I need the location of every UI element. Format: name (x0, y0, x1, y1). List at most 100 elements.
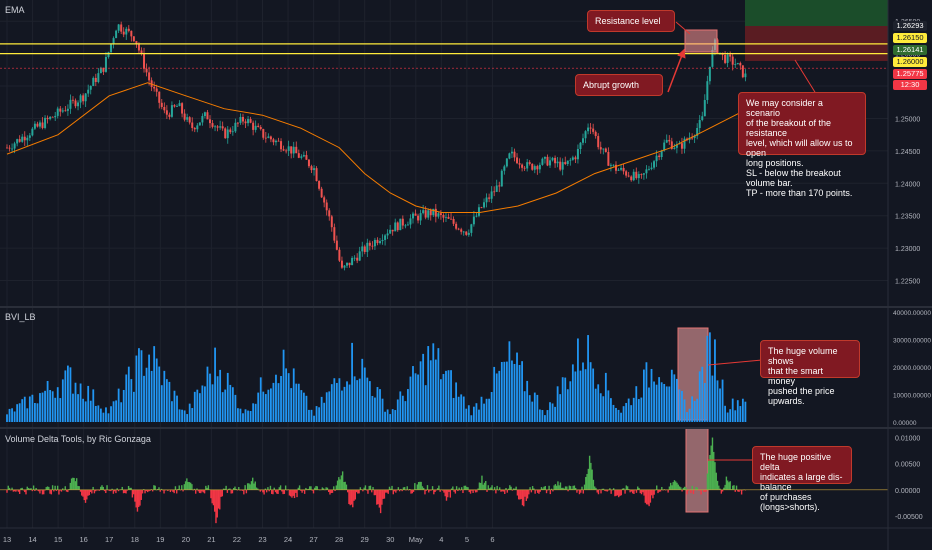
delta-bar (433, 489, 435, 495)
candle-body (411, 213, 414, 219)
volume-bar (604, 372, 607, 422)
time-tick-label: 29 (361, 535, 369, 544)
delta-bar (236, 489, 239, 491)
volume-bar (229, 384, 232, 422)
delta-bar (62, 488, 64, 490)
volume-bar (632, 397, 635, 422)
volume-bar (361, 358, 364, 422)
delta-bar (402, 487, 405, 490)
volume-bar (607, 390, 610, 422)
delta-bar (544, 486, 546, 490)
volume-bar (551, 403, 554, 422)
delta-bar (73, 477, 75, 490)
candle-body (102, 67, 105, 72)
candle-body (637, 174, 640, 179)
candle-body (422, 210, 425, 214)
candle-body (292, 146, 295, 154)
delta-bar (734, 489, 736, 492)
volume-bar (135, 355, 138, 422)
delta-bar (250, 481, 253, 490)
delta-bar (193, 488, 196, 490)
delta-bar (241, 489, 244, 491)
candle-body (320, 188, 323, 198)
volume-bar (729, 409, 732, 422)
delta-bar (338, 477, 340, 490)
delta-bar (639, 489, 641, 494)
candle-body (66, 108, 69, 111)
candle-body (500, 170, 503, 187)
delta-bar (618, 489, 620, 498)
delta-bar (234, 486, 236, 490)
delta-bar (514, 488, 516, 490)
candle-body (297, 153, 300, 158)
candle-body (51, 116, 54, 118)
candle-body (429, 210, 432, 216)
volume-bar (234, 394, 237, 422)
delta-bar (227, 488, 230, 490)
time-tick-label: 27 (309, 535, 317, 544)
volume-bar (302, 392, 305, 422)
delta-bar (12, 489, 15, 492)
delta-bar (606, 489, 609, 492)
candle-body (546, 156, 549, 166)
delta-bar (619, 489, 621, 496)
delta-bar (488, 488, 491, 490)
delta-bar (249, 484, 251, 490)
volume-bar (470, 415, 473, 422)
volume-bar (462, 396, 465, 422)
volume-bar (422, 353, 425, 422)
candle-body (79, 95, 82, 103)
candle-body (508, 153, 511, 159)
candle-body (295, 146, 298, 154)
delta-bar (108, 489, 111, 491)
delta-bar (229, 488, 231, 490)
candle-body (477, 207, 480, 216)
volume-bar (333, 378, 336, 422)
candle-body (249, 119, 252, 123)
time-tick-label: 24 (284, 535, 292, 544)
volume-bar (424, 385, 427, 422)
scenario-pointer (794, 59, 819, 98)
time-tick-label: 5 (465, 535, 469, 544)
delta-bar (198, 489, 201, 494)
volume-bar (148, 354, 150, 422)
volume-bar (282, 349, 285, 422)
volume-bar (434, 359, 437, 422)
candle-body (99, 67, 102, 74)
delta-bar (235, 488, 237, 490)
volume-bar (120, 402, 123, 422)
candle-body (457, 228, 460, 230)
candle-body (518, 163, 521, 165)
delta-bar (578, 489, 581, 495)
delta-bar (35, 487, 37, 490)
delta-bar (102, 486, 104, 490)
candle-body (541, 158, 544, 165)
delta-bar (553, 485, 555, 490)
delta-bar (416, 484, 419, 490)
delta-bar (217, 489, 220, 509)
delta-bar (82, 489, 84, 497)
delta-bar (447, 489, 449, 498)
delta-bar (159, 489, 161, 492)
candle-body (419, 213, 422, 221)
ema-line (6, 82, 749, 213)
delta-bar (157, 488, 159, 490)
candle-body (526, 162, 529, 169)
volume-bar (178, 409, 181, 422)
volume-tick-label: 0.00000 (893, 420, 917, 427)
time-axis[interactable]: 13 14 15 16 17 18 19 20 21 22 23 24 27 28 29 30 May 4 5 6 (3, 535, 495, 544)
volume-bar (290, 388, 293, 422)
delta-bar (379, 489, 382, 514)
price-tick-label: 1.23500 (895, 214, 920, 221)
volume-bar (145, 367, 148, 422)
candle-body (183, 113, 186, 120)
volume-bar (566, 389, 569, 422)
delta-bar (691, 485, 693, 490)
candle-body (658, 155, 661, 158)
volume-bar (597, 384, 600, 422)
candle-body (89, 85, 92, 90)
price-axis[interactable]: 1.265001.260001.255001.250001.245001.240… (893, 19, 931, 521)
volume-bar (391, 409, 394, 422)
delta-bar (311, 489, 313, 491)
